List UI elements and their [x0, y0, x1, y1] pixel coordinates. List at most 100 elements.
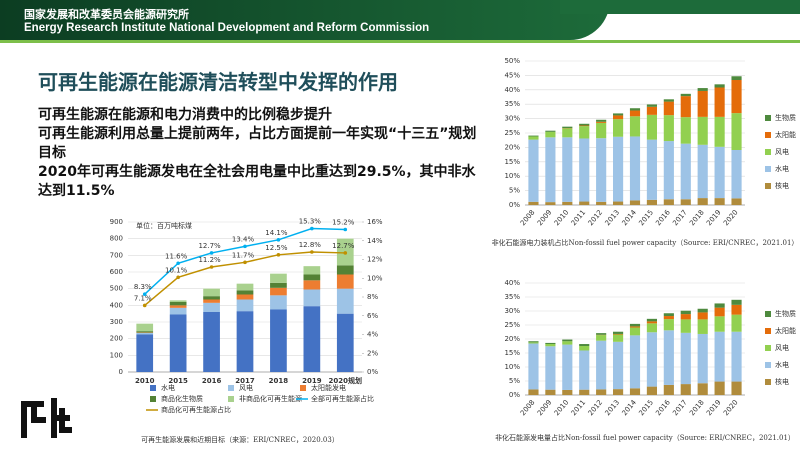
y2-tick-label: 10%: [367, 274, 383, 282]
y2-tick-label: 16%: [367, 218, 383, 226]
y-tick-label: 40%: [504, 279, 520, 287]
bar-segment: [136, 331, 154, 333]
x-tick-label: 2019: [705, 208, 723, 227]
x-tick-label: 2020: [722, 398, 740, 417]
unit-label: 单位：百万吨标煤: [136, 221, 192, 230]
legend-swatch: [765, 115, 771, 121]
legend-swatch: [228, 396, 234, 402]
header-bar-extension: [560, 0, 800, 14]
x-tick-label: 2011: [570, 398, 588, 417]
legend-swatch: [150, 385, 156, 391]
bar-segment: [303, 274, 321, 281]
header-title: 国家发展和改革委员会能源研究所: [24, 8, 189, 21]
bar-segment: [663, 141, 674, 200]
bar-segment: [562, 137, 573, 202]
line-marker: [142, 303, 147, 308]
bar-segment: [680, 332, 691, 385]
legend-label: 商品化可再生能源占比: [161, 405, 231, 414]
bar-segment: [203, 299, 220, 303]
bar-segment: [169, 307, 187, 315]
bar-segment: [236, 311, 254, 372]
bar-segment: [646, 114, 657, 140]
bar-segment: [629, 335, 641, 389]
logo: [21, 398, 72, 438]
bar-segment: [562, 128, 573, 138]
legend-label: 商品化生物质: [161, 394, 203, 403]
bar-segment: [528, 342, 539, 344]
x-tick-label: 2016: [202, 377, 222, 385]
x-tick-label: 2018: [688, 208, 706, 227]
bar-segment: [680, 314, 691, 320]
bar-segment: [680, 199, 691, 205]
bar-segment: [680, 384, 691, 395]
bar-segment: [731, 381, 742, 395]
y-tick-label: 35%: [504, 100, 520, 108]
data-label: 7.1%: [134, 294, 152, 302]
bar-segment: [562, 126, 573, 129]
bar-segment: [731, 198, 742, 205]
line-marker: [276, 238, 281, 242]
x-tick-label: 2018: [688, 398, 706, 417]
x-tick-label: 2010: [553, 208, 571, 227]
bar-segment: [714, 84, 725, 88]
bar-segment: [697, 308, 708, 313]
y-tick-label: 600: [110, 268, 123, 276]
y-tick-label: 30%: [504, 307, 520, 315]
legend-label: 非商品化可再生能源: [239, 394, 302, 403]
y2-tick-label: 0%: [367, 368, 378, 376]
bar-segment: [697, 116, 708, 145]
y-tick-label: 45%: [504, 71, 520, 79]
line-marker: [176, 261, 180, 266]
bar-segment: [169, 305, 187, 308]
bar-segment: [545, 130, 556, 132]
bar-segment: [528, 341, 539, 343]
bullet-list: 可再生能源在能源和电力消费中的比例稳步提升 可再生能源利用总量上提前两年，占比方…: [38, 106, 478, 201]
bar-segment: [596, 389, 607, 395]
bar-segment: [579, 125, 590, 127]
legend-swatch: [150, 396, 156, 402]
bar-segment: [629, 110, 641, 117]
y-tick-label: 0%: [509, 391, 520, 399]
bar-segment: [303, 266, 321, 275]
y-tick-label: 5%: [509, 377, 520, 385]
bar-segment: [629, 327, 641, 336]
slide-title: 可再生能源在能源清洁转型中发挥的作用: [38, 70, 398, 94]
bar-segment: [697, 319, 708, 334]
x-tick-label: 2017: [671, 398, 689, 417]
bar-segment: [562, 389, 573, 395]
y-tick-label: 50%: [504, 57, 520, 65]
bar-segment: [528, 201, 539, 205]
bar-segment: [270, 282, 287, 288]
bar-segment: [528, 139, 539, 202]
y-tick-label: 400: [110, 301, 123, 309]
bar-segment: [169, 314, 187, 372]
bar-segment: [663, 316, 674, 320]
bar-segment: [528, 135, 539, 137]
x-tick-label: 2009: [536, 208, 554, 227]
bar-segment: [613, 334, 624, 342]
bar-segment: [596, 138, 607, 202]
bar-segment: [646, 386, 657, 395]
y-tick-label: 30%: [504, 115, 520, 123]
bar-segment: [236, 290, 254, 295]
bar-segment: [303, 306, 321, 372]
bar-segment: [613, 119, 624, 137]
y-tick-label: 800: [110, 235, 123, 243]
bar-segment: [336, 265, 354, 275]
line-marker: [142, 292, 147, 296]
x-tick-label: 2008: [519, 208, 537, 227]
bar-segment: [303, 280, 321, 290]
x-tick-label: 2009: [536, 398, 554, 417]
x-tick-label: 2016: [654, 208, 672, 227]
legend-swatch: [228, 385, 234, 391]
bar-segment: [714, 87, 725, 117]
y-tick-label: 700: [110, 251, 123, 259]
bar-segment: [579, 350, 590, 390]
line-marker: [276, 253, 281, 257]
bar-segment: [697, 333, 708, 384]
bar-segment: [663, 319, 674, 331]
y2-tick-label: 4%: [367, 331, 378, 339]
bar-segment: [613, 331, 624, 334]
